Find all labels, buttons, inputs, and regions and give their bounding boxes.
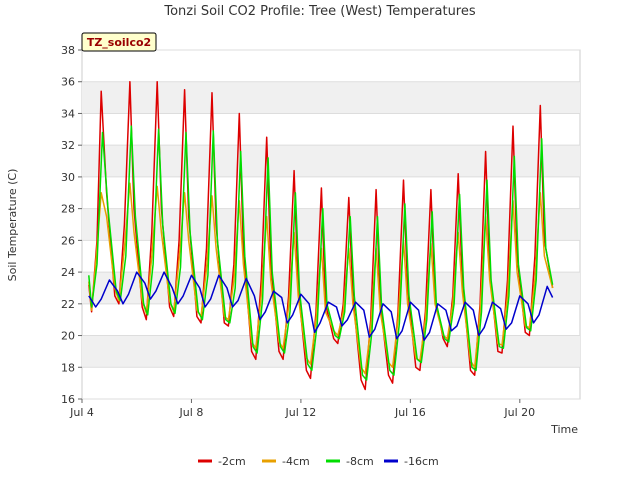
- x-tick-label: Jul 8: [179, 406, 204, 419]
- y-tick-label: 36: [61, 76, 75, 89]
- y-tick-label: 30: [61, 171, 75, 184]
- y-tick-label: 18: [61, 361, 75, 374]
- legend-label: -8cm: [346, 455, 374, 468]
- x-tick-label: Jul 4: [69, 406, 94, 419]
- y-tick-label: 22: [61, 298, 75, 311]
- series-line-minus-16cm: [88, 271, 554, 342]
- chart-title: Tonzi Soil CO2 Profile: Tree (West) Temp…: [163, 4, 476, 19]
- grid-band: [82, 81, 580, 114]
- badge-box: [81, 32, 157, 52]
- y-tick-label: 28: [61, 203, 75, 216]
- y-tick-label: 34: [61, 107, 75, 120]
- legend-label: -16cm: [404, 455, 439, 468]
- y-tick-label: 20: [61, 330, 75, 343]
- y-tick-label: 32: [61, 139, 75, 152]
- y-tick-label: 24: [61, 266, 75, 279]
- y-tick-label: 26: [61, 234, 75, 247]
- legend-item: -4cm: [262, 455, 310, 468]
- x-axis-label: Time: [550, 423, 578, 436]
- legend-item: -16cm: [384, 455, 439, 468]
- badge: TZ_soilco2: [81, 32, 157, 52]
- grid-band: [82, 208, 580, 241]
- x-tick-label: Jul 20: [503, 406, 535, 419]
- series-line-minus-8cm: [88, 125, 554, 381]
- legend-label: -2cm: [218, 455, 246, 468]
- y-axis: 16 18 20 22 24 26 28 30 32 34 36 38: [61, 44, 82, 406]
- x-tick-label: Jul 16: [394, 406, 426, 419]
- y-tick-label: 38: [61, 44, 75, 57]
- legend: -2cm -4cm -8cm -16cm: [198, 455, 439, 468]
- x-axis: Jul 4 Jul 8 Jul 12 Jul 16 Jul 20: [69, 399, 535, 419]
- badge-label: TZ_soilco2: [87, 36, 151, 49]
- series-lines: [88, 80, 554, 391]
- grid-band: [82, 145, 580, 177]
- x-tick-label: Jul 12: [285, 406, 317, 419]
- legend-item: -8cm: [326, 455, 374, 468]
- y-axis-label: Soil Temperature (C): [6, 169, 19, 282]
- grid-band: [82, 335, 580, 368]
- grid-band: [82, 272, 580, 304]
- legend-label: -4cm: [282, 455, 310, 468]
- legend-item: -2cm: [198, 455, 246, 468]
- y-tick-label: 16: [61, 393, 75, 406]
